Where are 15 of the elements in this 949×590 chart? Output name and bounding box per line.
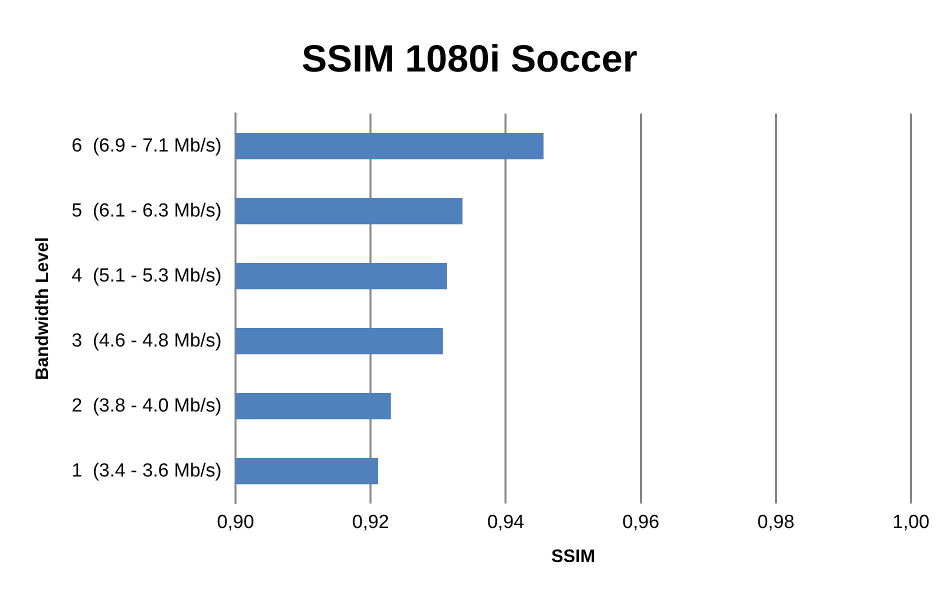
x-tick-label: 0,96 bbox=[622, 512, 660, 534]
y-tick-label: 5 (6.1 - 6.3 Mb/s) bbox=[72, 200, 222, 222]
y-tick-label: 4 (5.1 - 5.3 Mb/s) bbox=[72, 265, 222, 286]
x-tick-label: 0,94 bbox=[487, 512, 525, 534]
y-axis-title: Bandwidth Level bbox=[32, 237, 52, 380]
y-tick-label: 2 (3.8 - 4.0 Mb/s) bbox=[72, 395, 222, 416]
chart-title: SSIM 1080i Soccer bbox=[302, 38, 638, 80]
y-tick-label: 3 (4.6 - 4.8 Mb/s) bbox=[72, 330, 222, 352]
x-tick-label: 0,90 bbox=[217, 512, 254, 534]
y-tick-label: 1 (3.4 - 3.6 Mb/s) bbox=[72, 460, 222, 482]
x-tick-label: 0,92 bbox=[352, 512, 390, 534]
x-tick-label: 0,98 bbox=[757, 512, 794, 534]
x-axis-title: SSIM bbox=[551, 546, 596, 566]
y-tick-label: 6 (6.9 - 7.1 Mb/s) bbox=[72, 135, 222, 156]
x-tick-label: 1,00 bbox=[892, 512, 930, 534]
